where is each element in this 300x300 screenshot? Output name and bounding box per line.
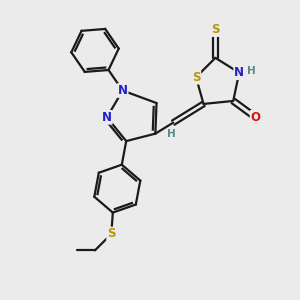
Text: N: N xyxy=(234,66,244,79)
Text: S: S xyxy=(192,71,200,84)
Text: H: H xyxy=(167,129,176,139)
Text: H: H xyxy=(247,66,256,76)
Text: N: N xyxy=(102,111,112,124)
Text: O: O xyxy=(250,111,260,124)
Text: S: S xyxy=(107,227,116,241)
Text: S: S xyxy=(211,23,220,36)
Text: N: N xyxy=(118,84,128,97)
